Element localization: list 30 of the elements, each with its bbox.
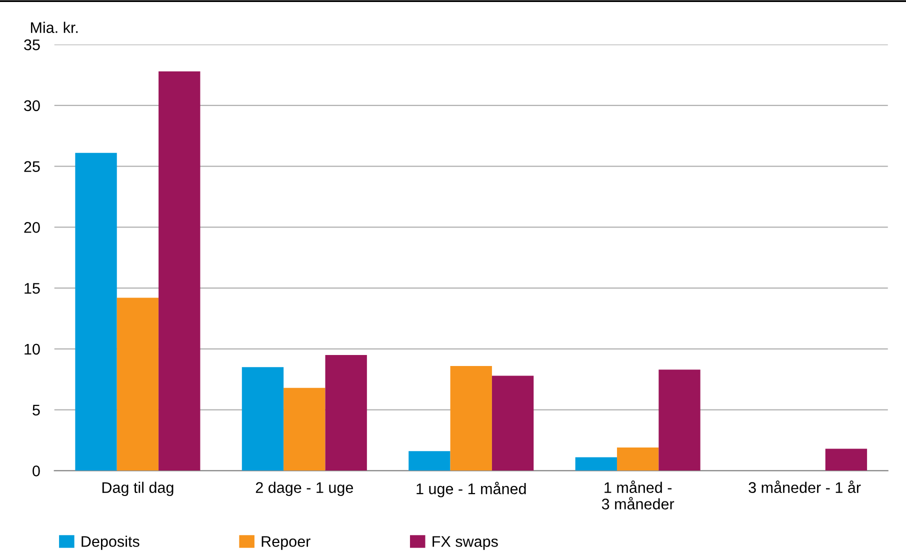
bar: [450, 366, 492, 471]
y-tick-label: 15: [24, 283, 40, 294]
bar: [658, 370, 700, 471]
x-tick-label: Dag til dag: [102, 482, 174, 496]
bar: [158, 71, 200, 471]
bar: [284, 388, 326, 471]
legend-label: FX swaps: [432, 536, 498, 550]
y-tick-label: 0: [32, 466, 40, 476]
x-tick-label: 1 uge - 1 måned: [416, 482, 526, 498]
legend-label: Deposits: [82, 536, 140, 550]
y-tick-label: 20: [24, 222, 40, 233]
bar: [575, 457, 617, 471]
x-tick-label: 2 dage - 1 uge: [256, 482, 354, 496]
legend-label: Repoer: [262, 536, 310, 550]
bar: [825, 448, 868, 471]
bar: [616, 448, 659, 471]
y-tick-label: 25: [24, 161, 40, 172]
bar: [408, 451, 450, 471]
bar: [116, 298, 159, 471]
bar: [325, 355, 367, 471]
x-tick-label: 1 måned - 3 måneder: [602, 480, 674, 510]
y-tick-label: 30: [24, 100, 40, 112]
bar: [75, 152, 117, 471]
y-axis-title: Mia. kr.: [30, 22, 78, 34]
y-tick-label: 10: [24, 344, 40, 355]
bar: [242, 367, 284, 471]
y-tick-label: 35: [24, 39, 40, 50]
y-tick-label: 5: [32, 404, 40, 416]
x-tick-label: 3 måneder - 1 år: [748, 480, 861, 493]
bar: [492, 376, 534, 471]
